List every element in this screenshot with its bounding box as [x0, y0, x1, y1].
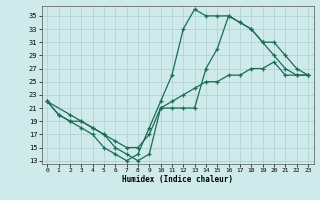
X-axis label: Humidex (Indice chaleur): Humidex (Indice chaleur): [122, 175, 233, 184]
